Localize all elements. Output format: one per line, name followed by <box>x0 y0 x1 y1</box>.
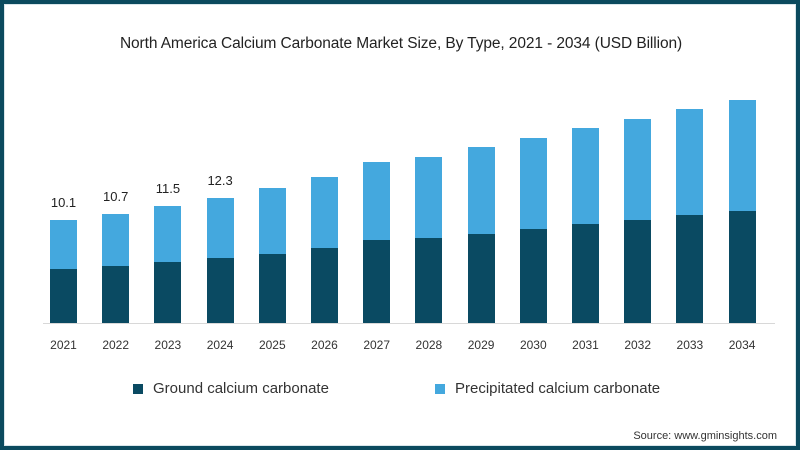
bar-segment-ground <box>102 265 130 323</box>
bar-2034 <box>728 99 756 323</box>
bar-segment-precipitated <box>154 205 182 262</box>
bar-segment-ground <box>415 238 443 323</box>
chart-frame: North America Calcium Carbonate Market S… <box>4 4 796 446</box>
bar-2031 <box>572 128 599 323</box>
bar-segment-precipitated <box>206 197 234 258</box>
x-tick-label: 2029 <box>467 338 495 352</box>
bar-segment-ground <box>572 224 599 323</box>
bar-2033 <box>676 108 704 323</box>
legend-item-ground: Ground calcium carbonate <box>133 380 329 397</box>
bar-segment-ground <box>624 219 652 323</box>
bar-segment-precipitated <box>50 219 77 269</box>
bar-2032 <box>624 119 652 323</box>
chart-title: North America Calcium Carbonate Market S… <box>119 35 683 52</box>
bar-segment-ground <box>50 268 77 323</box>
x-axis-line <box>43 323 775 324</box>
bar-segment-precipitated <box>572 128 599 225</box>
x-tick-label: 2026 <box>311 338 338 352</box>
x-tick-label: 2030 <box>519 338 547 352</box>
bar-segment-ground <box>467 234 495 323</box>
legend-label-ground: Ground calcium carbonate <box>153 380 329 397</box>
bar-segment-precipitated <box>728 99 756 211</box>
bar-2024 <box>206 197 234 323</box>
bar-segment-ground <box>728 210 756 323</box>
bar-segment-ground <box>363 240 391 323</box>
bar-2027 <box>363 161 391 323</box>
bar-segment-precipitated <box>676 108 704 215</box>
x-tick-label: 2021 <box>50 338 77 352</box>
bar-segment-precipitated <box>415 156 443 239</box>
plot-area: 2021 10.1 2022 10.7 2023 11.5 2024 12.3 2025 2026… <box>5 5 797 447</box>
bar-segment-precipitated <box>311 177 338 248</box>
x-tick-label: 2023 <box>154 338 182 352</box>
bar-segment-precipitated <box>519 138 547 230</box>
bar-2028 <box>415 156 443 323</box>
bar-segment-ground <box>676 214 704 323</box>
legend-label-precipitated: Precipitated calcium carbonate <box>455 380 661 397</box>
x-tick-label: 2024 <box>206 338 234 352</box>
bar-2026 <box>311 177 338 323</box>
bar-segment-ground <box>206 257 234 323</box>
x-tick-label: 2025 <box>258 338 286 352</box>
legend: Ground calcium carbonate Precipitated ca… <box>5 380 797 400</box>
bar-segment-precipitated <box>102 213 130 266</box>
bar-2025 <box>258 188 286 323</box>
x-tick-label: 2032 <box>624 338 652 352</box>
bar-segment-ground <box>311 247 338 323</box>
bar-2023 <box>154 205 182 323</box>
x-tick-label: 2034 <box>728 338 756 352</box>
bar-segment-precipitated <box>467 146 495 235</box>
bar-segment-ground <box>154 261 182 323</box>
bar-segment-precipitated <box>258 188 286 254</box>
x-tick-label: 2022 <box>102 338 130 352</box>
x-tick-label: 2027 <box>363 338 391 352</box>
data-label: 10.1 <box>50 194 77 210</box>
x-tick-label: 2028 <box>415 338 443 352</box>
bar-2021 <box>50 219 77 323</box>
bar-segment-ground <box>258 253 286 323</box>
bar-segment-ground <box>519 229 547 323</box>
source-note: Source: www.gminsights.com <box>633 430 777 442</box>
data-label: 12.3 <box>207 172 233 188</box>
bar-segment-precipitated <box>363 161 391 241</box>
legend-item-precipitated: Precipitated calcium carbonate <box>435 380 660 397</box>
bar-2022 <box>102 213 130 323</box>
x-tick-label: 2033 <box>676 338 704 352</box>
x-tick-label: 2031 <box>572 338 599 352</box>
bar-segment-precipitated <box>624 119 652 220</box>
legend-swatch-ground <box>133 383 143 394</box>
legend-swatch-precipitated <box>435 383 445 394</box>
bar-2030 <box>519 138 547 323</box>
bar-2029 <box>467 146 495 323</box>
data-label: 11.5 <box>155 180 181 196</box>
data-label: 10.7 <box>103 188 129 204</box>
